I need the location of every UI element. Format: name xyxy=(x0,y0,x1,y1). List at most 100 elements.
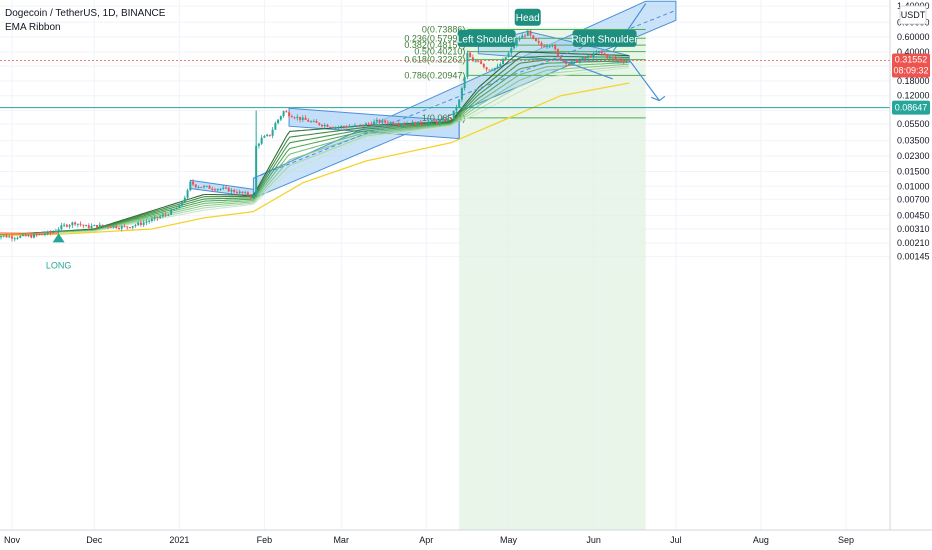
candle-body xyxy=(334,127,337,129)
candle-body xyxy=(16,237,19,239)
candle-body xyxy=(249,195,252,197)
candle-body xyxy=(2,235,5,237)
candle-body xyxy=(112,225,115,228)
candle-body xyxy=(142,222,145,225)
y-tick-label: 0.18000 xyxy=(897,76,930,86)
candle-body xyxy=(150,218,153,221)
ema-ribbon-early xyxy=(0,231,59,236)
candle-body xyxy=(592,53,595,58)
candle-body xyxy=(502,59,505,65)
fib-level-label: 1(0.06534) xyxy=(422,113,466,123)
candle-body xyxy=(507,53,510,58)
candle-body xyxy=(296,116,299,119)
candle-body xyxy=(554,45,557,50)
candle-body xyxy=(499,64,502,67)
candle-body xyxy=(24,234,27,237)
candle-body xyxy=(534,38,537,42)
candle-body xyxy=(406,123,409,125)
y-tick-label: 0.03500 xyxy=(897,136,930,146)
candle-body xyxy=(41,234,44,236)
candle-body xyxy=(381,120,384,123)
candle-body xyxy=(617,59,620,61)
candle-body xyxy=(128,227,131,229)
ema-ribbon-line xyxy=(0,67,629,237)
candle-body xyxy=(216,189,219,191)
candle-body xyxy=(60,225,63,230)
candle-body xyxy=(161,214,164,217)
candle-body xyxy=(63,224,66,226)
candle-body xyxy=(463,76,466,89)
fib-level-label: 0.236(0.57997) xyxy=(404,33,465,43)
candle-body xyxy=(397,124,400,126)
candle-body xyxy=(318,122,321,125)
candle-body xyxy=(537,41,540,43)
candle-body xyxy=(362,124,365,126)
y-tick-label: 0.00450 xyxy=(897,210,930,220)
countdown-value: 08:09:32 xyxy=(893,65,928,75)
candle-body xyxy=(488,69,491,71)
candle-body xyxy=(107,225,110,227)
candle-body xyxy=(400,123,403,125)
candle-body xyxy=(345,126,348,128)
right-shoulder-label-text: Right Shoulder xyxy=(571,34,638,45)
candle-body xyxy=(466,52,469,77)
candle-body xyxy=(433,120,436,122)
currency-label: USDT xyxy=(901,10,926,20)
candle-body xyxy=(282,111,285,117)
candle-body xyxy=(545,46,548,48)
projection-down-arrow xyxy=(628,59,660,101)
candle-body xyxy=(21,234,24,236)
candle-body xyxy=(367,123,370,125)
candle-body xyxy=(455,107,458,111)
head-label-box xyxy=(514,8,541,26)
candle-body xyxy=(285,111,288,113)
fib-level-label: 0.618(0.32262) xyxy=(404,55,465,65)
candle-body xyxy=(98,224,101,228)
candle-body xyxy=(392,122,395,125)
candle-body xyxy=(38,234,41,236)
support-level-tag xyxy=(892,100,930,115)
indicator-label: EMA Ribbon xyxy=(5,22,61,33)
candle-body xyxy=(427,122,430,125)
candle-body xyxy=(238,191,241,194)
candle-body xyxy=(227,187,230,192)
candle-body xyxy=(293,117,296,119)
candle-body xyxy=(584,57,587,59)
candle-body xyxy=(493,67,496,70)
y-tick-label: 0.05500 xyxy=(897,119,930,129)
candle-body xyxy=(326,124,329,127)
candle-body xyxy=(8,236,11,238)
projection-zone xyxy=(459,27,646,530)
x-tick-label: Mar xyxy=(333,535,349,545)
candle-body xyxy=(219,188,222,190)
candle-body xyxy=(175,208,178,210)
neckline-drop xyxy=(557,58,613,80)
candle-body xyxy=(576,60,579,63)
y-tick-label: 0.00310 xyxy=(897,224,930,234)
x-tick-label: Apr xyxy=(419,535,433,545)
candle-body xyxy=(521,35,524,39)
candle-body xyxy=(513,45,516,49)
y-tick-label: 0.60000 xyxy=(897,32,930,42)
candle-body xyxy=(414,122,417,126)
candle-body xyxy=(178,205,181,209)
candle-body xyxy=(458,99,461,108)
candle-body xyxy=(214,189,217,191)
candle-body xyxy=(625,60,628,62)
candle-body xyxy=(606,54,609,59)
annotations: Left Shoulder Head Right Shoulder LONG xyxy=(46,8,638,270)
candle-body xyxy=(13,238,16,240)
candle-body xyxy=(260,137,263,144)
candle-body xyxy=(609,56,612,59)
candle-body xyxy=(79,223,82,225)
candle-body xyxy=(35,234,38,236)
candle-body xyxy=(203,186,206,188)
candle-body xyxy=(290,116,293,118)
candle-body xyxy=(65,224,68,227)
candle-body xyxy=(244,192,247,194)
candle-body xyxy=(551,45,554,47)
candle-body xyxy=(5,235,8,238)
candle-body xyxy=(76,223,79,225)
candle-body xyxy=(340,126,343,128)
